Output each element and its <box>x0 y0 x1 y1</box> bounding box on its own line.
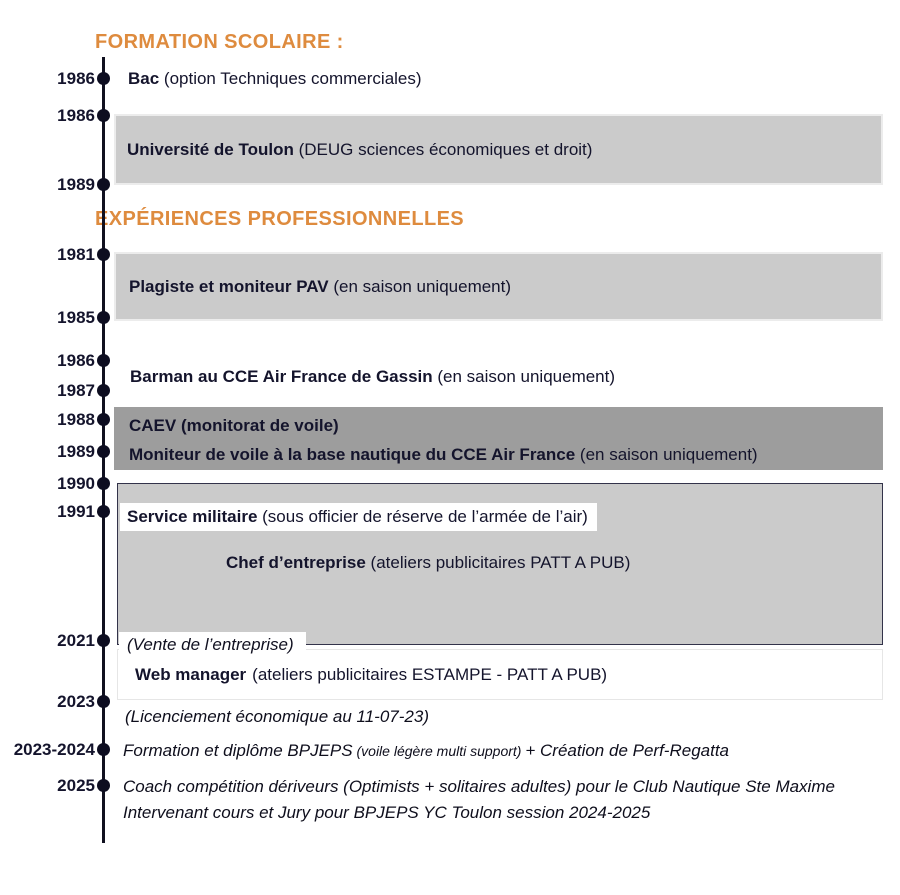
timeline-dot <box>97 779 110 792</box>
timeline-dot <box>97 311 110 324</box>
event-detail: (en saison uniquement) <box>575 445 758 464</box>
event-detail: (en saison uniquement) <box>328 276 512 296</box>
event-service-militaire: Service militaire (sous officier de rése… <box>120 503 597 531</box>
timeline-dot <box>97 505 110 518</box>
timeline-dot <box>97 178 110 191</box>
event-title: Formation et diplôme BPJEPS <box>123 741 353 760</box>
timeline-dot <box>97 634 110 647</box>
event-detail-small: (voile légère multi support) <box>352 743 526 759</box>
event-plagiste-block: Plagiste et moniteur PAV (en saison uniq… <box>114 252 883 321</box>
event-moniteur-line: Moniteur de voile à la base nautique du … <box>129 440 883 469</box>
event-web-manager-box: Web manager (ateliers publicitaires ESTAM… <box>117 649 883 700</box>
event-detail: (option Techniques commerciales) <box>159 69 422 88</box>
event-detail: (ateliers publicitaires PATT A PUB) <box>365 553 631 572</box>
timeline-dot <box>97 248 110 261</box>
event-chef-entreprise: Chef d’entreprise (ateliers publicitaire… <box>226 552 630 574</box>
event-detail: (DEUG sciences économiques et droit) <box>293 139 593 159</box>
timeline-dot <box>97 445 110 458</box>
year-label: 1981 <box>57 245 95 264</box>
event-detail: (en saison uniquement) <box>432 367 616 386</box>
timeline-dot <box>97 354 110 367</box>
timeline-dot <box>97 477 110 490</box>
event-title: Service militaire <box>127 507 258 526</box>
year-label: 1986 <box>57 69 95 88</box>
event-coach: Coach compétition dériveurs (Optimists +… <box>123 774 835 826</box>
timeline-dot <box>97 743 110 756</box>
event-detail: (ateliers publicitaires ESTAMPE - PATT A… <box>252 664 608 684</box>
year-label: 2025 <box>57 776 95 795</box>
event-detail: (sous officier de réserve de l’armée de … <box>257 507 588 526</box>
year-label: 1990 <box>57 474 95 493</box>
event-vente-note: (Vente de l’entreprise) <box>119 632 306 657</box>
event-coach-line2: Intervenant cours et Jury pour BPJEPS YC… <box>123 803 651 822</box>
year-label: 1986 <box>57 106 95 125</box>
year-label: 2021 <box>57 631 95 650</box>
event-universite-block: Université de Toulon (DEUG sciences écon… <box>114 114 883 185</box>
event-bpjeps: Formation et diplôme BPJEPS (voile légèr… <box>123 740 729 762</box>
year-label: 1986 <box>57 351 95 370</box>
event-title: Barman au CCE Air France de Gassin <box>130 367 433 386</box>
year-label: 1985 <box>57 308 95 327</box>
event-entreprise-block: Service militaire (sous officier de rése… <box>117 483 883 645</box>
timeline-dot <box>97 72 110 85</box>
event-title: Bac <box>128 69 160 88</box>
event-barman: Barman au CCE Air France de Gassin (en s… <box>130 366 615 388</box>
event-title: Plagiste et moniteur PAV <box>129 276 329 296</box>
year-label: 1989 <box>57 175 95 194</box>
timeline-dot <box>97 413 110 426</box>
timeline-dot <box>97 695 110 708</box>
timeline-dot <box>97 109 110 122</box>
year-label: 2023-2024 <box>13 740 95 759</box>
year-label: 1987 <box>57 381 95 400</box>
event-title: Université de Toulon <box>127 139 294 159</box>
event-title: Web manager <box>135 664 247 684</box>
event-licenciement-note: (Licenciement économique au 11-07-23) <box>125 707 429 726</box>
timeline-dot <box>97 384 110 397</box>
section-title-formation: FORMATION SCOLAIRE : <box>95 31 344 53</box>
event-coach-line1: Coach compétition dériveurs (Optimists +… <box>123 777 835 796</box>
event-bac: Bac (option Techniques commerciales) <box>128 68 422 90</box>
year-label: 2023 <box>57 692 95 711</box>
event-title: Chef d’entreprise <box>226 553 366 572</box>
event-suffix: + Création de Perf-Regatta <box>525 741 730 760</box>
event-caev-block: CAEV (monitorat de voile) Moniteur de vo… <box>114 407 883 470</box>
year-label: 1988 <box>57 410 95 429</box>
event-title: Moniteur de voile à la base nautique du … <box>129 445 576 464</box>
year-label: 1991 <box>57 502 95 521</box>
year-label: 1989 <box>57 442 95 461</box>
section-title-experiences: EXPÉRIENCES PROFESSIONNELLES <box>95 208 465 230</box>
event-title: CAEV (monitorat de voile) <box>129 416 339 435</box>
event-caev-line: CAEV (monitorat de voile) <box>129 411 883 440</box>
